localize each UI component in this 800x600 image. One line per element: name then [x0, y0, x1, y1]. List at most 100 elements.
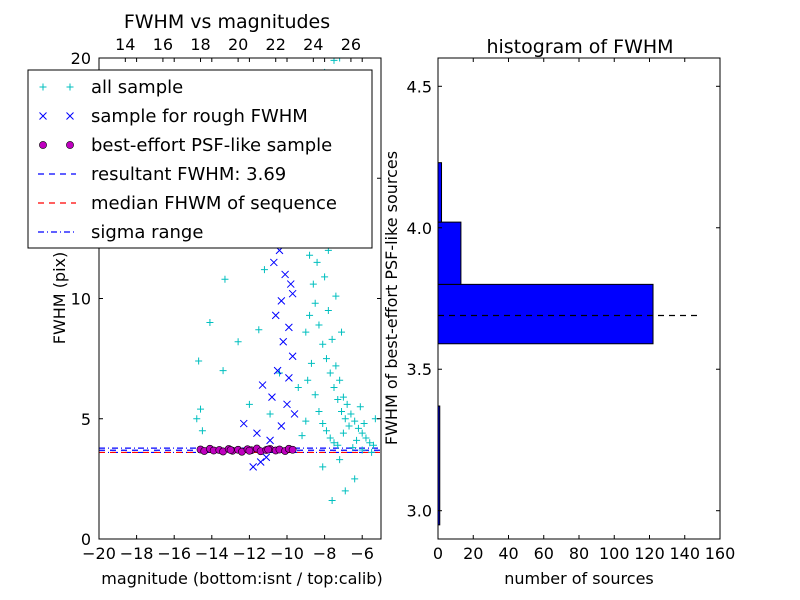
data-point	[306, 251, 314, 259]
data-point	[324, 307, 332, 315]
data-point	[288, 445, 297, 454]
data-point	[326, 434, 334, 442]
histogram-bar	[437, 162, 443, 223]
x-tick-label: 140	[669, 544, 700, 563]
data-point	[221, 275, 229, 283]
histogram-panel: 0 20 40 60 80 100 120 140 160 3.0 3.5 4.0 4.5 histog…	[382, 36, 735, 588]
legend-marker	[66, 141, 74, 149]
data-point	[341, 415, 349, 423]
legend-item: all sample	[39, 77, 183, 98]
scatter-title: FWHM vs magnitudes	[124, 11, 330, 33]
y-tick-label: 10	[71, 290, 91, 309]
data-point	[368, 448, 376, 456]
legend-item: median FHWM of sequence	[38, 193, 337, 214]
data-point	[298, 432, 306, 440]
data-point	[269, 258, 278, 267]
top-x-tick-label: 14	[115, 35, 135, 54]
legend-label: sample for rough FWHM	[91, 106, 308, 127]
data-point	[285, 374, 293, 382]
x-tick-label: −16	[157, 544, 191, 563]
legend-label: median FHWM of sequence	[91, 193, 337, 214]
top-x-tick-label: 22	[266, 35, 286, 54]
legend-marker	[39, 141, 47, 149]
y-tick-label: 20	[71, 49, 91, 68]
data-point	[321, 273, 329, 281]
data-point	[339, 429, 347, 437]
data-point	[356, 403, 364, 411]
legend-marker	[66, 112, 74, 120]
data-point	[281, 270, 289, 279]
histogram-bar	[437, 283, 654, 345]
data-point	[256, 458, 265, 466]
data-point	[358, 429, 366, 437]
legend-frame	[27, 69, 373, 249]
x-tick-label: 100	[599, 544, 630, 563]
data-point	[294, 383, 302, 391]
data-point	[193, 415, 201, 423]
x-tick-label: 60	[534, 544, 554, 563]
x-tick-label: −18	[120, 544, 154, 563]
histogram-y-label: FWHM of best-effort PSF-like sources	[382, 151, 401, 445]
data-point	[354, 424, 362, 432]
data-point	[311, 299, 319, 307]
top-x-tick-label: 24	[303, 35, 323, 54]
x-tick-label: 160	[705, 544, 736, 563]
data-point	[339, 393, 347, 401]
data-point	[258, 381, 267, 389]
top-x-tick-label: 16	[153, 35, 173, 54]
data-point	[338, 328, 346, 336]
x-tick-label: −10	[270, 544, 304, 563]
top-x-tick-label: 18	[190, 35, 210, 54]
x-tick-label: −6	[350, 544, 374, 563]
data-point	[338, 408, 346, 416]
data-point	[328, 335, 336, 343]
data-point	[328, 497, 336, 505]
top-x-tick-label: 26	[341, 35, 361, 54]
data-point	[332, 362, 340, 370]
data-point	[288, 289, 297, 298]
legend-label: resultant FWHM: 3.69	[91, 164, 286, 185]
data-point	[302, 328, 310, 336]
histogram-title: histogram of FWHM	[486, 36, 673, 58]
data-point	[326, 369, 334, 377]
y-tick-label: 3.0	[407, 502, 432, 521]
data-point	[369, 441, 377, 449]
data-point	[286, 280, 295, 288]
data-point	[315, 408, 323, 416]
data-point	[315, 321, 323, 329]
data-point	[336, 58, 344, 62]
data-point	[195, 357, 203, 365]
data-point	[366, 439, 374, 447]
x-tick-label: −12	[233, 544, 267, 563]
data-point	[360, 420, 368, 428]
x-tick-label: 40	[498, 544, 518, 563]
data-point	[255, 326, 263, 334]
data-point	[279, 337, 288, 346]
data-point	[264, 445, 273, 454]
data-point	[307, 359, 315, 367]
data-point	[277, 297, 286, 305]
legend-item: sigma range	[38, 222, 203, 243]
data-point	[319, 463, 327, 471]
x-tick-label: −14	[195, 544, 229, 563]
legend: all sample sample for rough FWHM best-effo…	[27, 69, 373, 249]
data-point	[197, 405, 205, 413]
data-point	[345, 422, 353, 430]
data-point	[198, 427, 206, 435]
legend-item: resultant FWHM: 3.69	[38, 164, 286, 185]
data-point	[260, 266, 268, 274]
data-point	[336, 376, 344, 384]
legend-label: sigma range	[91, 222, 203, 243]
scatter-x-label: magnitude (bottom:isnt / top:calib)	[101, 569, 382, 588]
legend-marker	[66, 83, 74, 91]
data-point	[349, 444, 357, 452]
x-tick-label: −8	[313, 544, 337, 563]
data-point	[234, 338, 242, 346]
data-point	[322, 427, 330, 435]
x-tick-label: 80	[569, 544, 589, 563]
data-point	[313, 258, 321, 266]
data-point	[341, 487, 349, 495]
data-point	[353, 436, 361, 444]
legend-marker	[39, 83, 47, 91]
